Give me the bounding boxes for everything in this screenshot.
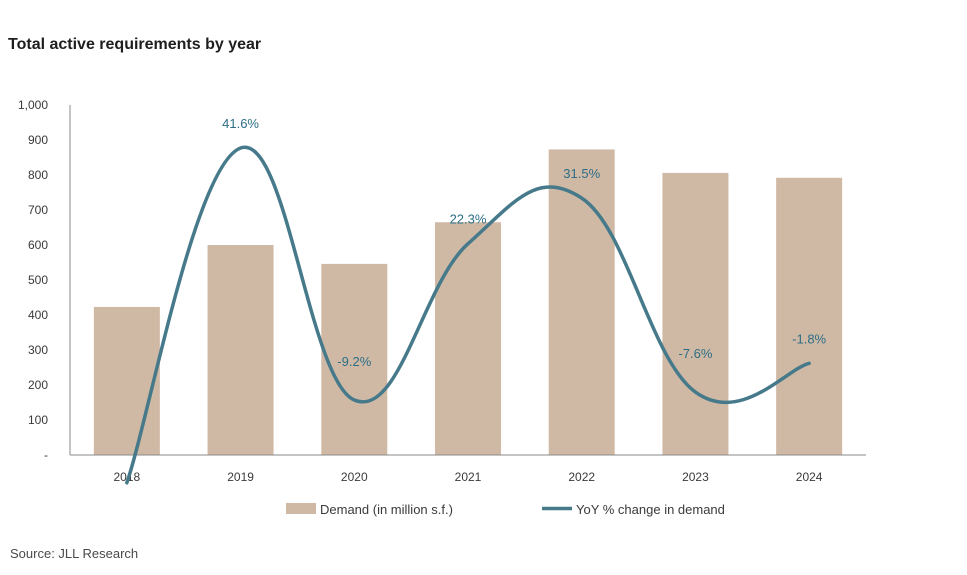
bar-demand-2020 <box>321 263 388 455</box>
y-tick-label: 300 <box>28 343 48 357</box>
bar-demand-2022 <box>548 149 615 455</box>
x-tick-label: 2021 <box>455 470 482 484</box>
y-tick-label: 600 <box>28 238 48 252</box>
source-note: Source: JLL Research <box>10 546 139 561</box>
chart-title: Total active requirements by year <box>8 36 262 53</box>
y-tick-label: - <box>44 448 48 462</box>
x-tick-label: 2024 <box>796 470 823 484</box>
y-tick-label: 900 <box>28 133 48 147</box>
y-tick-label: 400 <box>28 308 48 322</box>
legend-label-yoy: YoY % change in demand <box>576 502 725 517</box>
x-tick-label: 2020 <box>341 470 368 484</box>
y-tick-label: 800 <box>28 168 48 182</box>
yoy-label-2021: 22.3% <box>450 212 487 227</box>
legend: Demand (in million s.f.) YoY % change in… <box>286 502 725 517</box>
x-tick-label: 2019 <box>227 470 254 484</box>
y-tick-label: 1,000 <box>18 98 48 112</box>
legend-swatch-demand <box>286 503 316 514</box>
x-tick-label: 2023 <box>682 470 709 484</box>
yoy-label-2020: -9.2% <box>337 354 371 369</box>
y-tick-label: 200 <box>28 378 48 392</box>
bar-demand-2024 <box>776 177 843 456</box>
bar-demand-2021 <box>435 222 501 455</box>
y-tick-label: 700 <box>28 203 48 217</box>
y-tick-label: 500 <box>28 273 48 287</box>
y-tick-label: 100 <box>28 413 48 427</box>
yoy-label-2023: -7.6% <box>678 346 712 361</box>
bar-demand-2018 <box>93 306 160 455</box>
bar-demand-2019 <box>207 245 274 455</box>
yoy-label-2022: 31.5% <box>563 166 600 181</box>
yoy-label-2024: -1.8% <box>792 331 826 346</box>
yoy-label-2019: 41.6% <box>222 116 259 131</box>
x-tick-label: 2022 <box>568 470 595 484</box>
yoy-line <box>125 145 811 485</box>
bar-demand-2023 <box>662 172 729 455</box>
legend-label-demand: Demand (in million s.f.) <box>320 502 453 517</box>
